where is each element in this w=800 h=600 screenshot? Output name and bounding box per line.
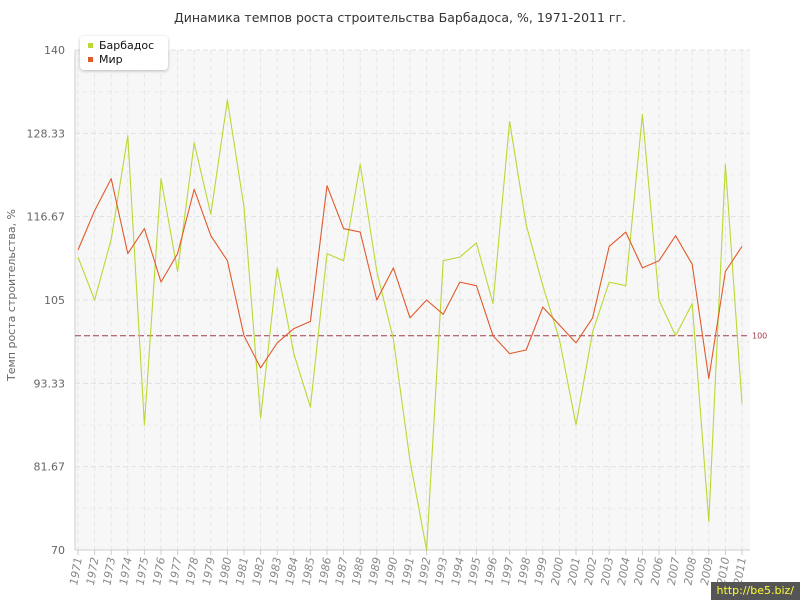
y-axis-label: Темп роста строительства, % [5,209,18,382]
x-tick-label: 1998 [515,556,533,586]
y-tick-label: 128.33 [27,127,66,140]
legend-swatch-world [88,56,93,62]
x-tick-label: 1978 [183,556,201,586]
x-tick-label: 1987 [333,556,351,586]
x-tick-label: 2004 [615,556,633,586]
legend-item-world[interactable]: Мир [88,53,123,67]
x-tick-label: 2008 [681,556,699,586]
reference-line-label: 100 [752,332,767,341]
x-tick-label: 1990 [383,556,401,586]
x-tick-label: 1974 [117,556,135,586]
x-tick-label: 1973 [100,556,118,586]
y-tick-label: 105 [44,294,65,307]
x-tick-label: 1984 [283,556,301,586]
x-tick-label: 1975 [134,556,152,586]
x-tick-label: 2001 [565,556,583,586]
x-tick-label: 2009 [698,556,716,586]
reference-line-group: 100 [75,332,767,341]
x-tick-label: 1983 [266,556,284,586]
x-tick-label: 1972 [84,556,102,586]
x-tick-label: 2006 [648,556,666,586]
x-tick-label: 2007 [665,556,683,586]
chart-title: Динамика темпов роста строительства Барб… [173,10,627,25]
x-tick-label: 1995 [466,556,484,586]
watermark-link[interactable]: http://be5.biz/ [710,582,800,600]
x-tick-label: 1982 [250,556,268,586]
x-tick-label: 1993 [432,556,450,586]
x-tick-label: 1971 [67,556,85,586]
y-tick-labels: 70 81.67 93.33 105 116.67 128.33 140 [27,44,66,557]
x-tick-label: 2000 [549,556,567,586]
x-tick-label: 1992 [416,556,434,586]
x-tick-label: 1986 [316,556,334,586]
x-tick-label: 1997 [499,556,517,586]
y-tick-label: 81.67 [34,461,66,474]
x-tick-label: 1991 [399,556,417,586]
y-tick-label: 93.33 [34,377,66,390]
legend-label-barbados: Барбадос [99,39,155,52]
x-tick-label: 1999 [532,556,550,586]
y-tick-label: 140 [44,44,65,57]
series-line-barbados [77,99,743,551]
x-tick-label: 1980 [217,556,235,586]
series-line-world [77,178,743,380]
y-tick-label: 70 [51,544,65,557]
x-tick-label: 1985 [300,556,318,586]
x-tick-label: 2011 [731,556,749,586]
x-tick-label: 1988 [349,556,367,586]
x-tick-label: 2005 [632,556,650,586]
x-tick-label: 1977 [167,556,185,586]
x-tick-label: 1976 [150,556,168,586]
axes [74,50,750,555]
x-tick-label: 1996 [482,556,500,586]
x-tick-label: 2002 [582,556,600,586]
legend-label-world: Мир [99,53,123,66]
x-tick-label: 1981 [233,556,251,586]
y-tick-label: 116.67 [27,211,66,224]
x-tick-label: 1994 [449,556,467,586]
legend[interactable]: Барбадос Мир [80,36,168,70]
x-tick-label: 2010 [715,556,733,586]
legend-item-barbados[interactable]: Барбадос [88,39,154,53]
x-tick-label: 1979 [200,556,218,586]
legend-swatch-barbados [88,42,93,48]
x-tick-label: 2003 [598,556,616,586]
series-lines [77,99,743,551]
x-tick-labels: 1971197219731974197519761977197819791980… [67,556,749,586]
x-tick-label: 1989 [366,556,384,586]
